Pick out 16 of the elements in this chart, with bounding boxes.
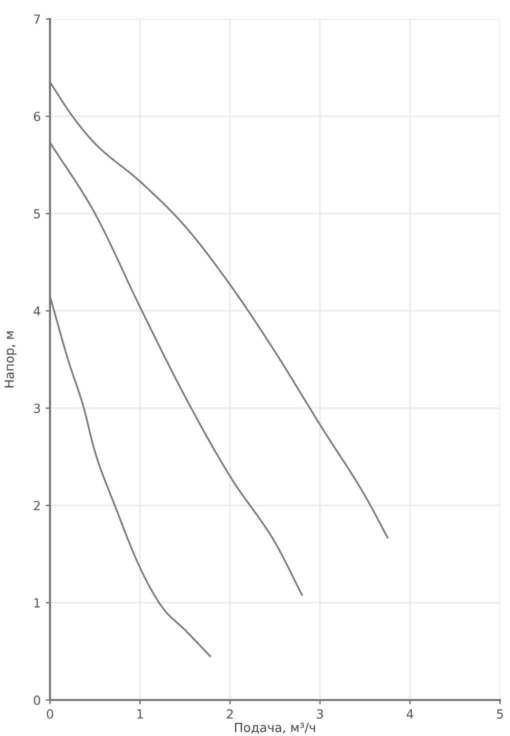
y-tick-label: 6: [34, 112, 40, 122]
x-tick-label: 0: [46, 709, 54, 719]
y-tick-label: 4: [34, 306, 40, 316]
y-tick-label: 1: [34, 598, 40, 608]
y-tick-label: 0: [34, 695, 40, 705]
x-tick-label: 4: [406, 709, 414, 719]
y-tick-label: 2: [34, 500, 40, 510]
y-tick-label: 7: [34, 14, 40, 24]
y-tick-label: 3: [34, 404, 40, 414]
x-tick-label: 5: [496, 709, 503, 719]
x-axis-title: Подача, м³/ч: [235, 722, 316, 734]
x-tick-label: 1: [137, 709, 143, 719]
x-tick-label: 3: [316, 709, 323, 719]
y-axis-title: Напор, м: [4, 332, 16, 388]
x-tick-label: 2: [226, 709, 233, 719]
y-tick-label: 5: [34, 209, 40, 218]
